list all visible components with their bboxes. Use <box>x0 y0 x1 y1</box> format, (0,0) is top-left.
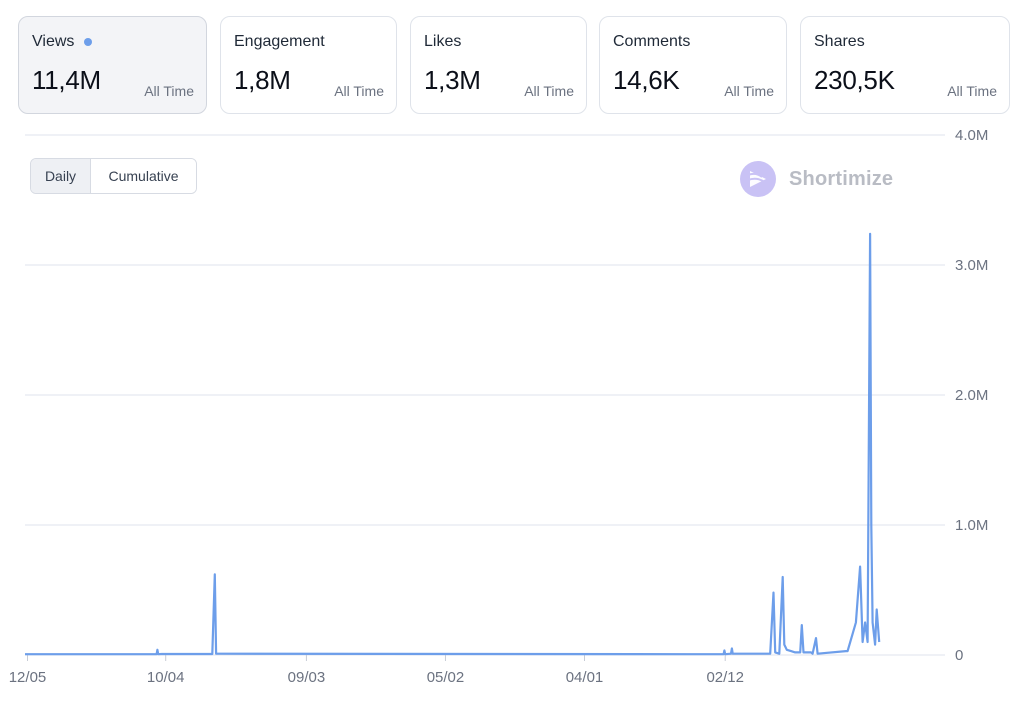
x-tick-label: 09/03 <box>288 669 326 686</box>
shares-card[interactable]: Shares 230,5K All Time <box>800 16 1010 114</box>
views-series-line <box>25 232 881 656</box>
comments-value: 14,6K <box>613 65 680 95</box>
cumulative-toggle-button[interactable]: Cumulative <box>91 159 196 193</box>
likes-label: Likes <box>424 33 462 50</box>
shares-value: 230,5K <box>814 65 895 95</box>
views-selected-dot-icon <box>84 38 93 46</box>
views-card[interactable]: Views 11,4M All Time <box>18 16 207 114</box>
shares-period: All Time <box>947 83 997 99</box>
y-tick-label: 1.0M <box>955 517 988 534</box>
views-label: Views <box>32 33 75 50</box>
engagement-card[interactable]: Engagement 1,8M All Time <box>220 16 397 114</box>
likes-card[interactable]: Likes 1,3M All Time <box>410 16 587 114</box>
shortimize-logo-icon <box>740 161 776 197</box>
x-tick-label: 12/05 <box>9 669 47 686</box>
views-chart: 0 1.0M 2.0M 3.0M 4.0M 12/05 10/04 09/03 05/02 04/… <box>9 127 989 686</box>
y-tick-label: 0 <box>955 647 963 664</box>
metric-cards: Views 11,4M All Time Engagement 1,8M All… <box>18 16 1010 114</box>
views-value: 11,4M <box>32 65 101 95</box>
y-tick-label: 2.0M <box>955 387 988 404</box>
engagement-period: All Time <box>334 83 384 99</box>
engagement-label: Engagement <box>234 33 325 50</box>
x-tick-label: 02/12 <box>706 669 744 686</box>
shares-label: Shares <box>814 33 865 50</box>
likes-period: All Time <box>524 83 574 99</box>
engagement-value: 1,8M <box>234 65 291 95</box>
views-label-wrap: Views <box>32 33 93 51</box>
daily-toggle-button[interactable]: Daily <box>31 159 91 193</box>
comments-label: Comments <box>613 33 691 50</box>
likes-value: 1,3M <box>424 65 481 95</box>
brand-name: Shortimize <box>789 167 894 190</box>
y-tick-label: 4.0M <box>955 127 988 144</box>
y-tick-label: 3.0M <box>955 257 988 274</box>
brand-watermark: Shortimize <box>740 161 893 197</box>
x-tick-label: 05/02 <box>427 669 465 686</box>
views-period: All Time <box>144 83 194 99</box>
comments-card[interactable]: Comments 14,6K All Time <box>599 16 787 114</box>
x-tick-label: 10/04 <box>147 669 185 686</box>
x-tick-label: 04/01 <box>566 669 604 686</box>
view-mode-toggle: Daily Cumulative <box>30 158 197 194</box>
comments-period: All Time <box>724 83 774 99</box>
